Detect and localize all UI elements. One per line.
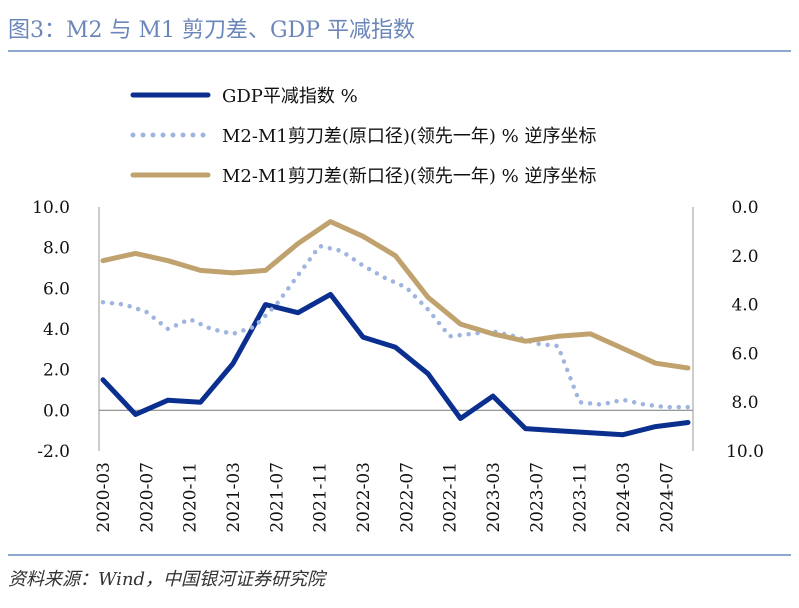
x-tick-label: 2022-03 [354, 462, 374, 533]
series-line-3 [100, 219, 691, 371]
x-tick-label: 2022-07 [397, 462, 417, 533]
left-tick-label: 2.0 [43, 361, 70, 381]
legend-label-1: GDP平减指数 % [222, 86, 358, 107]
right-tick-label: 4.0 [731, 296, 758, 316]
right-tick-label: 2.0 [731, 247, 758, 267]
source-note: 资料来源：Wind，中国银河证券研究院 [8, 569, 326, 590]
x-tick-label: 2020-11 [181, 462, 201, 533]
left-tick-label: 8.0 [43, 239, 70, 259]
left-tick-label: 6.0 [43, 279, 70, 299]
x-tick-label: 2021-07 [267, 462, 287, 533]
x-tick-label: 2023-07 [527, 462, 547, 533]
chart-title: 图3：M2 与 M1 剪刀差、GDP 平减指数 [8, 18, 416, 43]
x-tick-label: 2023-03 [484, 462, 504, 533]
x-tick-label: 2021-03 [224, 462, 244, 533]
right-tick-label: 0.0 [731, 198, 758, 218]
axes: 10.0 8.0 6.0 4.0 2.0 0.0 -2.0 0.0 2.0 4.0 6.0 8.0 10… [32, 198, 764, 533]
x-tick-label: 2020-07 [137, 462, 157, 533]
source-divider [8, 554, 791, 556]
left-tick-label: 4.0 [43, 320, 70, 340]
x-tick-label: 2023-11 [571, 462, 591, 533]
legend-label-2: M2-M1剪刀差(原口径)(领先一年) % 逆序坐标 [222, 126, 596, 147]
series-line-2 [100, 243, 691, 410]
left-tick-label: -2.0 [37, 442, 70, 462]
x-tick-label: 2020-03 [94, 462, 114, 533]
left-tick-label: 10.0 [32, 198, 70, 218]
x-tick-label: 2024-03 [614, 462, 634, 533]
right-tick-label: 10.0 [726, 442, 764, 462]
title-divider [8, 50, 791, 52]
x-tick-label: 2024-07 [657, 462, 677, 533]
x-tick-label: 2021-11 [311, 462, 331, 533]
plot-area [100, 219, 691, 438]
right-tick-label: 8.0 [731, 393, 758, 413]
legend-label-3: M2-M1剪刀差(新口径)(领先一年) % 逆序坐标 [222, 166, 596, 187]
series-line-1 [100, 291, 691, 438]
x-tick-label: 2022-11 [441, 462, 461, 533]
left-tick-label: 0.0 [43, 401, 70, 421]
right-tick-label: 6.0 [731, 344, 758, 364]
legend: GDP平减指数 % M2-M1剪刀差(原口径)(领先一年) % 逆序坐标 M2-M1… [130, 86, 596, 187]
